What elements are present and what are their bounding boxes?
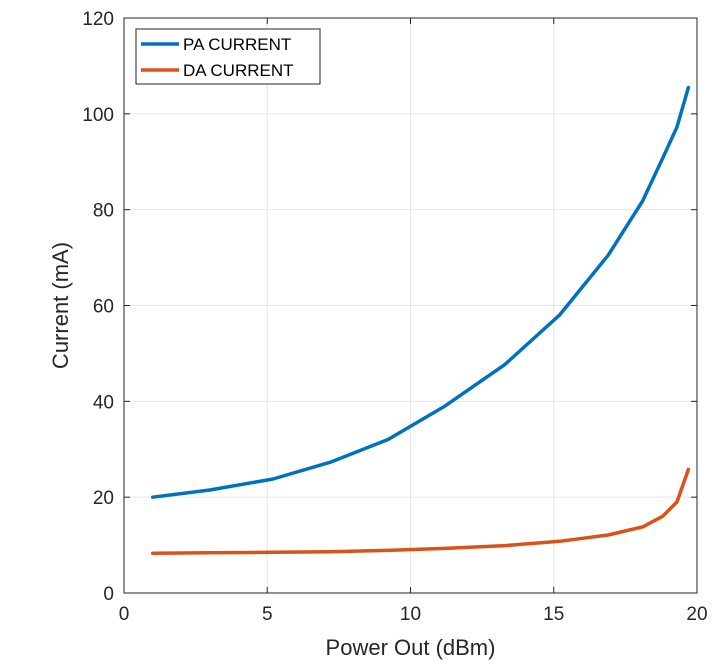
y-axis-label: Current (mA) [48, 242, 73, 369]
y-tick-label: 40 [93, 392, 114, 413]
y-tick-label: 80 [93, 201, 114, 222]
legend-box [135, 28, 321, 85]
legend: PA CURRENT DA CURRENT [135, 28, 321, 85]
x-axis-ticks: 0 5 10 15 20 [119, 18, 708, 625]
y-axis-ticks: 0 20 40 60 80 100 120 [82, 9, 697, 605]
x-tick-label: 10 [400, 604, 421, 625]
y-tick-label: 100 [82, 105, 114, 126]
series-line-da-current [150, 467, 691, 555]
series-lines [150, 85, 691, 555]
x-tick-label: 15 [543, 604, 564, 625]
y-tick-label: 0 [103, 584, 114, 605]
x-axis-label: Power Out (dBm) [326, 635, 496, 660]
y-tick-label: 60 [93, 297, 114, 318]
legend-label-da-current: DA CURRENT [183, 61, 294, 80]
legend-label-pa-current: PA CURRENT [183, 35, 291, 54]
grid-lines [124, 18, 697, 593]
x-tick-label: 5 [262, 604, 273, 625]
series-line-pa-current [150, 85, 691, 499]
y-tick-label: 120 [82, 9, 114, 30]
x-tick-label: 20 [686, 604, 707, 625]
y-tick-label: 20 [93, 488, 114, 509]
x-tick-label: 0 [119, 604, 130, 625]
